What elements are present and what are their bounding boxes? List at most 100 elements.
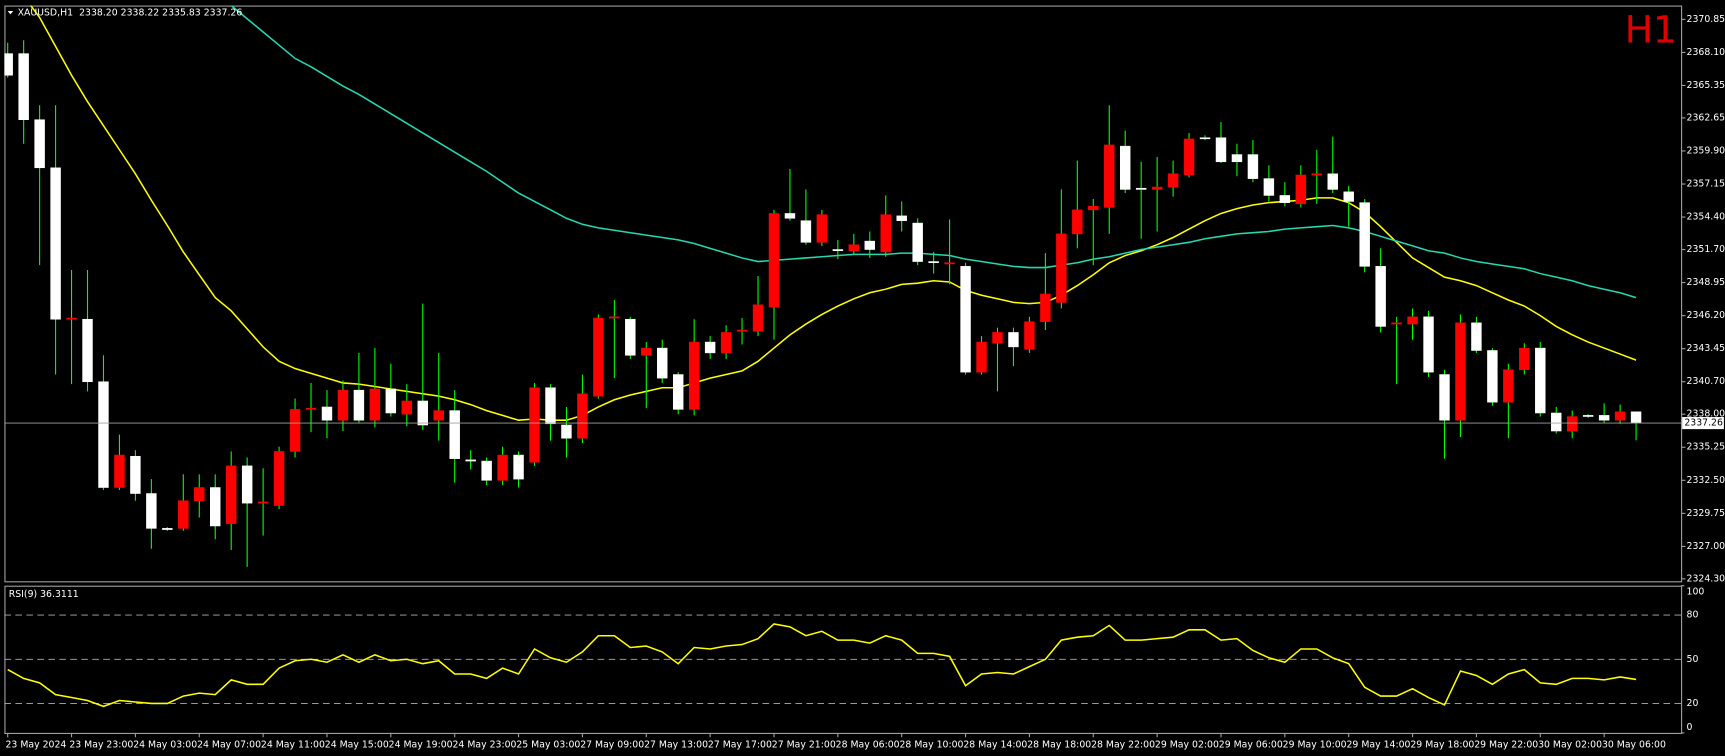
candle-body (241, 465, 253, 504)
candle-body (944, 262, 955, 265)
current-price-box (1682, 417, 1724, 430)
x-tick-label: 28 May 06:00 (836, 739, 900, 750)
candle-body (896, 215, 907, 221)
candle-body (864, 240, 875, 250)
x-tick-label: 27 May 21:00 (772, 739, 836, 750)
candle-body (337, 389, 349, 421)
y-tick-label: 20 (1687, 698, 1699, 709)
candle-body (449, 410, 460, 459)
candle-body (816, 214, 828, 243)
candle-body (305, 407, 317, 410)
candle-body (369, 388, 381, 421)
candle-body (688, 341, 700, 410)
candle-body (497, 454, 508, 481)
candle-body (1375, 266, 1386, 327)
candle-body (1311, 173, 1322, 176)
y-tick-label: 2354.40 (1687, 212, 1725, 223)
candle-body (18, 53, 29, 120)
candle-body (1231, 154, 1243, 163)
x-tick-label: 29 May 06:00 (1219, 739, 1283, 750)
candle-body (1535, 347, 1546, 414)
candle-body (1519, 347, 1530, 370)
candle-body (98, 381, 109, 488)
candle-body (178, 500, 189, 529)
candle-body (401, 400, 413, 415)
candle-body (832, 249, 844, 252)
candle-body (1551, 412, 1562, 432)
candle-body (194, 487, 205, 502)
x-tick-label: 29 May 22:00 (1474, 739, 1538, 750)
candle-body (1088, 205, 1099, 211)
y-tick-label: 2351.70 (1687, 244, 1725, 255)
candle-body (385, 388, 397, 414)
candle-body (1455, 322, 1466, 421)
y-tick-label: 2357.15 (1687, 179, 1725, 190)
candle-body (720, 332, 732, 354)
candle-body (657, 347, 668, 379)
y-tick-label: 2340.70 (1687, 376, 1725, 387)
candle-body (1487, 350, 1498, 403)
timeframe-label: H1 (1625, 7, 1677, 51)
candle-body (848, 244, 860, 252)
candle-body (1327, 173, 1338, 190)
x-tick-label: 25 May 03:00 (516, 739, 580, 750)
candle-body (992, 332, 1003, 344)
y-tick-label: 2327.00 (1687, 541, 1725, 552)
candle-body (257, 501, 269, 504)
candle-body (1503, 369, 1514, 403)
candle-body (1183, 138, 1195, 176)
candle-body (1566, 416, 1578, 432)
candle-body (704, 341, 716, 354)
x-tick-label: 28 May 22:00 (1091, 739, 1155, 750)
y-tick-label: 2332.50 (1687, 475, 1725, 486)
candle-body (1199, 137, 1211, 140)
y-tick-label: 2338.00 (1687, 409, 1725, 420)
candle-body (225, 465, 237, 524)
candle-body (1024, 321, 1035, 350)
candle-body (210, 487, 221, 527)
candle-body (1439, 374, 1450, 421)
candle-body (1343, 191, 1354, 202)
y-tick-label: 80 (1687, 610, 1699, 621)
candle-body (1423, 316, 1434, 373)
candle-body (1630, 411, 1642, 424)
candle-body (1391, 322, 1402, 325)
y-tick-label: 2362.65 (1687, 112, 1725, 123)
y-tick-label: 50 (1687, 654, 1699, 665)
y-tick-label: 2324.30 (1687, 573, 1725, 584)
candle-body (34, 119, 45, 169)
candle-body (321, 406, 333, 421)
candle-body (465, 459, 476, 462)
candle-body (561, 424, 572, 439)
rsi-line (7, 623, 1637, 708)
y-tick-label: 2343.45 (1687, 343, 1725, 354)
candle-body (1040, 293, 1051, 322)
header-ohlc: 2338.20 2338.22 2335.83 2337.26 (79, 8, 242, 19)
candle-body (609, 316, 620, 319)
candle-body (1407, 316, 1418, 325)
candle-body (1104, 144, 1115, 208)
candle-body (641, 347, 652, 356)
y-tick-label: 0 (1687, 722, 1693, 733)
candle-body (66, 317, 77, 320)
candle-body (1295, 174, 1307, 205)
symbol: XAUUSD,H1 (18, 8, 74, 19)
candle-body (1135, 187, 1147, 190)
y-tick-label: 2370.85 (1687, 14, 1725, 25)
y-tick-label: 2346.20 (1687, 310, 1725, 321)
candle-body (1056, 233, 1067, 303)
candle-body (625, 318, 636, 356)
rsi-panel-frame (4, 585, 1683, 734)
x-tick-label: 24 May 11:00 (261, 739, 325, 750)
candle-body (1582, 415, 1594, 417)
rsi-plot (4, 614, 1682, 708)
x-tick-label: 29 May 14:00 (1347, 739, 1411, 750)
y-tick-label: 2365.35 (1687, 80, 1725, 91)
candle-body (577, 393, 588, 439)
x-tick-label: 24 May 19:00 (389, 739, 453, 750)
x-tick-label: 27 May 17:00 (708, 739, 772, 750)
candle-body (928, 261, 939, 264)
candle-body (1247, 154, 1259, 179)
